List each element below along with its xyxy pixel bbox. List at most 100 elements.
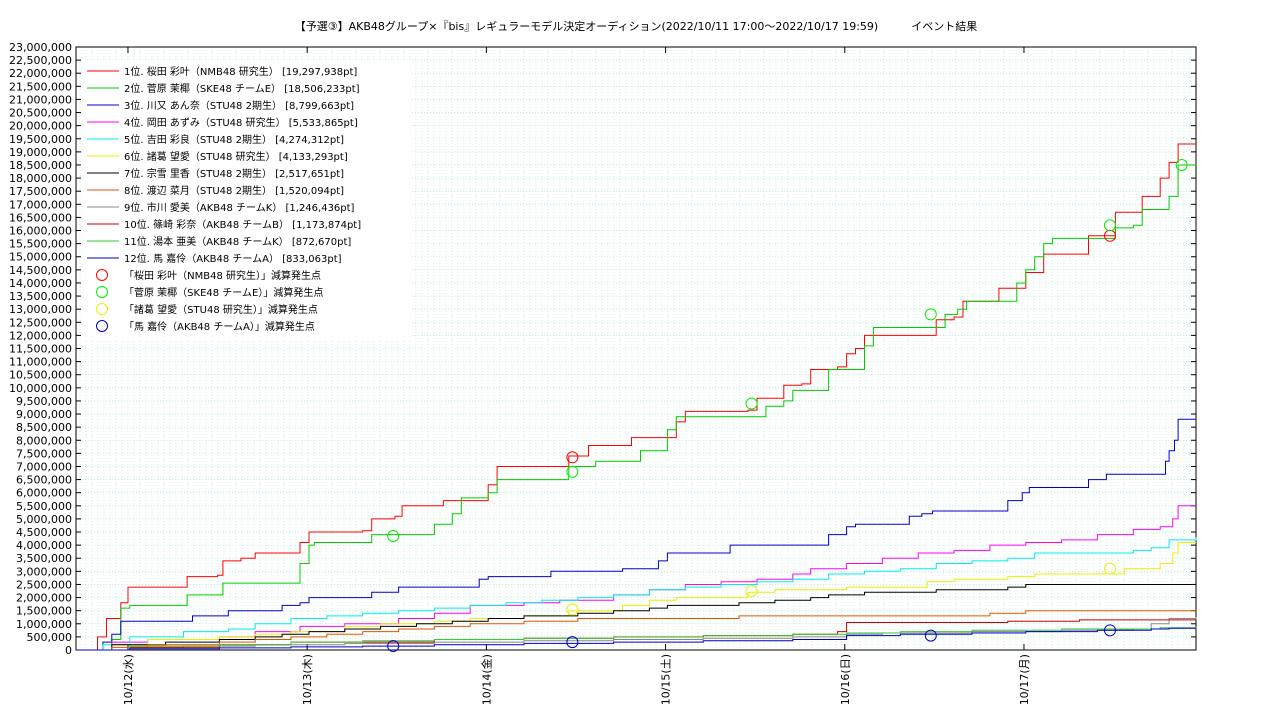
x-tick-label: 10/14(金)	[479, 654, 493, 705]
series-line	[76, 610, 1196, 651]
series-line	[76, 537, 1197, 651]
legend: 1位. 桜田 彩叶（NMB48 研究生） [19,297,938pt] 2位. 菅…	[82, 60, 412, 340]
legend-label: 3位. 川又 あん奈（STU48 2期生） [8,799,663pt]	[124, 99, 354, 112]
series-line	[76, 627, 1196, 651]
y-tick-label: 4,500,000	[16, 526, 72, 539]
legend-label: 8位. 渡辺 菜月（STU48 2期生） [1,520,094pt]	[124, 184, 344, 197]
legend-label: 12位. 馬 嘉伶（AKB48 チームA） [833,063pt]	[124, 252, 342, 265]
y-tick-label: 17,000,000	[9, 198, 72, 211]
y-tick-label: 7,000,000	[16, 460, 72, 473]
y-tick-label: 15,500,000	[9, 238, 72, 251]
y-tick-label: 500,000	[27, 631, 73, 644]
legend-label: 7位. 宗雪 里香（STU48 2期生） [2,517,651pt]	[124, 167, 344, 180]
series-lines	[76, 143, 1197, 651]
marker-point	[566, 451, 579, 464]
y-tick-label: 2,000,000	[16, 592, 72, 605]
marker-point	[1103, 229, 1116, 242]
y-tick-label: 17,500,000	[9, 185, 72, 198]
y-tick-label: 13,000,000	[9, 303, 72, 316]
marker-point	[566, 636, 579, 649]
y-tick-label: 13,500,000	[9, 290, 72, 303]
y-tick-label: 16,500,000	[9, 211, 72, 224]
marker-point	[566, 465, 579, 478]
y-tick-label: 14,000,000	[9, 277, 72, 290]
legend-label: 「菅原 茉椰（SKE48 チームE）」減算発生点	[124, 286, 323, 299]
y-tick-label: 21,000,000	[9, 93, 72, 106]
marker-point	[924, 629, 937, 642]
legend-label: 「諸葛 望愛（STU48 研究生）」減算発生点	[124, 303, 318, 316]
y-tick-label: 10,500,000	[9, 369, 72, 382]
series-line	[76, 627, 1197, 651]
y-tick-label: 0	[65, 644, 72, 657]
series-line	[76, 584, 1196, 651]
marker-point	[1103, 624, 1116, 637]
marker-point	[1103, 562, 1116, 575]
y-tick-label: 11,500,000	[9, 343, 72, 356]
y-tick-label: 22,000,000	[9, 67, 72, 80]
legend-label: 4位. 岡田 あずみ（STU48 研究生） [5,533,865pt]	[124, 116, 358, 129]
legend-marker	[96, 303, 108, 315]
y-tick-label: 20,000,000	[9, 120, 72, 133]
y-tick-label: 9,500,000	[16, 395, 72, 408]
legend-label: 5位. 吉田 彩良（STU48 2期生） [4,274,312pt]	[124, 133, 344, 146]
y-tick-label: 8,000,000	[16, 434, 72, 447]
y-tick-label: 18,500,000	[9, 159, 72, 172]
legend-marker	[96, 320, 108, 332]
legend-marker	[96, 269, 108, 281]
series-line	[76, 505, 1196, 651]
x-axis: 10/12(水) 10/13(木) 10/14(金) 10/15(土) 10/16(日)…	[122, 47, 1031, 705]
series-line	[76, 143, 1196, 651]
y-tick-label: 4,000,000	[16, 539, 72, 552]
y-tick-label: 7,500,000	[16, 447, 72, 460]
y-tick-label: 23,000,000	[9, 41, 72, 54]
y-tick-label: 5,000,000	[16, 513, 72, 526]
chart-title: 【予選③】AKB48グループ×『bis』レギュラーモデル決定オーディション(20…	[295, 19, 977, 33]
legend-marker	[96, 286, 108, 298]
y-tick-label: 12,500,000	[9, 316, 72, 329]
y-tick-label: 3,500,000	[16, 552, 72, 565]
y-tick-label: 11,000,000	[9, 356, 72, 369]
marker-point	[1103, 219, 1116, 232]
legend-label: 10位. 篠崎 彩奈（AKB48 チームB） [1,173,874pt]	[124, 218, 361, 231]
legend-label: 「馬 嘉伶（AKB48 チームA）」減算発生点	[124, 320, 315, 333]
x-tick-label: 10/17(月)	[1018, 654, 1031, 705]
y-tick-label: 18,000,000	[9, 172, 72, 185]
x-tick-label: 10/13(木)	[301, 654, 314, 705]
marker-point	[1175, 158, 1188, 171]
y-tick-label: 6,000,000	[16, 487, 72, 500]
legend-label: 1位. 桜田 彩叶（NMB48 研究生） [19,297,938pt]	[124, 65, 357, 78]
y-tick-label: 12,000,000	[9, 329, 72, 342]
x-tick-label: 10/15(土)	[660, 654, 673, 705]
marker-point	[566, 603, 579, 616]
marker-point	[387, 529, 400, 542]
y-tick-label: 3,000,000	[16, 565, 72, 578]
y-tick-label: 15,000,000	[9, 251, 72, 264]
marker-point	[387, 640, 400, 653]
y-tick-label: 9,000,000	[16, 408, 72, 421]
series-line	[76, 164, 1196, 651]
x-tick-label: 10/12(水)	[122, 654, 135, 705]
y-tick-label: 19,000,000	[9, 146, 72, 159]
series-line	[76, 418, 1196, 651]
y-tick-label: 1,500,000	[16, 605, 72, 618]
y-tick-label: 14,500,000	[9, 264, 72, 277]
y-tick-label: 22,500,000	[9, 54, 72, 67]
y-axis: 0500,0001,000,0001,500,0002,000,0002,500…	[9, 41, 1196, 657]
y-tick-label: 8,500,000	[16, 421, 72, 434]
y-tick-label: 1,000,000	[16, 618, 72, 631]
y-tick-label: 2,500,000	[16, 578, 72, 591]
marker-point	[745, 585, 758, 598]
y-tick-label: 16,000,000	[9, 225, 72, 238]
marker-point	[924, 308, 937, 321]
legend-background	[82, 60, 412, 340]
y-tick-label: 5,500,000	[16, 500, 72, 513]
y-tick-label: 21,500,000	[9, 80, 72, 93]
legend-label: 「桜田 彩叶（NMB48 研究生）」減算発生点	[124, 269, 321, 282]
x-tick-label: 10/16(日)	[839, 654, 852, 705]
legend-label: 9位. 市川 愛美（AKB48 チームK） [1,246,436pt]	[124, 201, 355, 214]
legend-label: 2位. 菅原 茉椰（SKE48 チームE） [18,506,233pt]	[124, 82, 360, 95]
y-tick-label: 6,500,000	[16, 474, 72, 487]
legend-label: 6位. 諸葛 望愛（STU48 研究生） [4,133,293pt]	[124, 150, 348, 163]
marker-point	[745, 397, 758, 410]
